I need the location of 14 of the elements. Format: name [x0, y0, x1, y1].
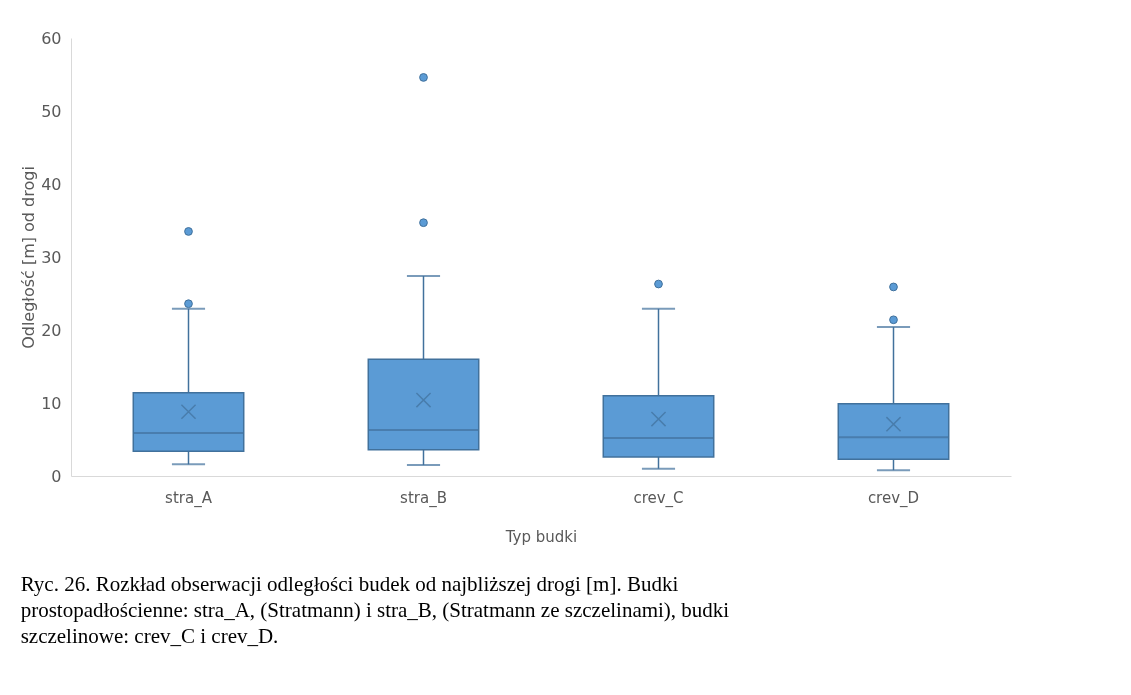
y-tick-label: 20 — [41, 320, 62, 340]
y-axis-title: Odległość [m] od drogi — [19, 166, 39, 349]
y-tick-label: 10 — [41, 393, 62, 413]
x-axis-title: Typ budki — [504, 527, 578, 546]
x-tick-label: crev_C — [633, 488, 684, 508]
x-tick-label: crev_D — [867, 488, 920, 508]
y-tick-label: 60 — [41, 28, 62, 48]
x-tick-label: stra_B — [400, 488, 447, 508]
y-tick-label: 40 — [41, 174, 62, 194]
y-tick-label: 0 — [51, 466, 62, 486]
y-tick-label: 50 — [41, 101, 62, 121]
y-tick-label: 30 — [41, 247, 62, 267]
text: Ryc. 26. Rozkład obserwacji odległości budek od najbliższej drogi [m]. Budki prostopadłościenne: stra_A, (Stratmann) i stra_B, (Stratmann ze szczelinami), budki szczelinowe: crev_C i crev_D. — [20, 572, 730, 648]
x-tick-label: stra_A — [165, 488, 213, 508]
